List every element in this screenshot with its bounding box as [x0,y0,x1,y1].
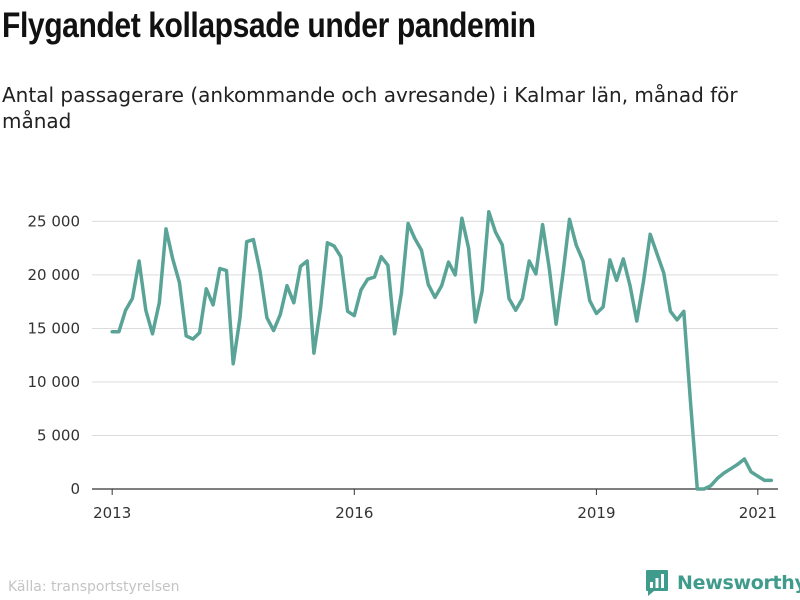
bar-chart-speech-bubble-icon [646,570,668,596]
brand-logo: Newsworthy [645,568,800,598]
chart-subtitle: Antal passagerare (ankommande och avresa… [2,83,738,133]
y-tick-label: 15 000 [28,319,81,337]
y-tick-label: 10 000 [28,373,81,391]
chart-title: Flygandet kollapsade under pandemin [2,6,536,45]
y-axis-labels: 0 5 000 10 000 15 000 20 000 25 000 [28,212,81,498]
x-tick-label: 2013 [93,504,131,522]
gridlines [92,220,778,436]
x-tick-label: 2019 [577,504,615,522]
y-tick-label: 5 000 [37,426,80,444]
source-note: Källa: transportstyrelsen [8,579,180,595]
series [110,210,774,491]
series-line-passengers [110,210,774,491]
y-tick-label: 20 000 [28,266,81,284]
x-tick-label: 2016 [335,504,373,522]
y-tick-label: 25 000 [28,212,81,230]
brand-name: Newsworthy [677,572,800,594]
y-tick-label: 0 [70,480,80,498]
x-tick-label: 2021 [739,504,777,522]
x-axis: 2013 2016 2019 2021 [92,488,778,522]
